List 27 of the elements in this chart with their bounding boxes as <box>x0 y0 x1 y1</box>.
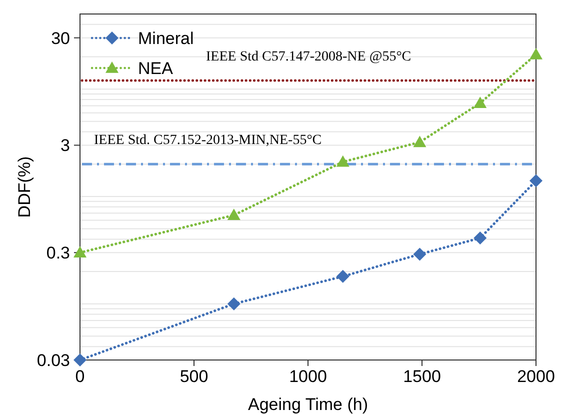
y-axis-title: DDF(%) <box>15 156 34 218</box>
x-tick-label: 0 <box>75 367 85 386</box>
y-tick-label: 3 <box>60 136 70 156</box>
point <box>413 136 426 148</box>
legend-label: Mineral <box>138 28 194 48</box>
point <box>336 155 350 167</box>
legend-label: NEA <box>138 58 174 78</box>
point <box>227 208 240 220</box>
point <box>227 297 240 310</box>
point <box>74 354 86 366</box>
point <box>474 96 487 108</box>
y-tick-label: 0.3 <box>46 244 70 263</box>
point <box>74 246 86 258</box>
point <box>530 174 542 188</box>
point <box>336 270 350 283</box>
x-axis-title: Ageing Time (h) <box>248 395 368 414</box>
x-tick-label: 2000 <box>517 367 555 386</box>
y-tick-label: 30 <box>51 28 70 48</box>
point <box>474 232 487 245</box>
point <box>413 248 426 261</box>
ref-line-label: IEEE Std. C57.152-2013-MIN,NE-55°C <box>94 133 322 148</box>
x-tick-label: 1500 <box>403 367 441 386</box>
x-tick-label: 1000 <box>289 367 327 386</box>
point <box>530 48 542 60</box>
y-tick-label: 0.03 <box>36 350 70 370</box>
x-tick-label: 500 <box>180 367 208 386</box>
ref-line-label: IEEE Std C57.147-2008-NE @55°C <box>206 50 412 65</box>
